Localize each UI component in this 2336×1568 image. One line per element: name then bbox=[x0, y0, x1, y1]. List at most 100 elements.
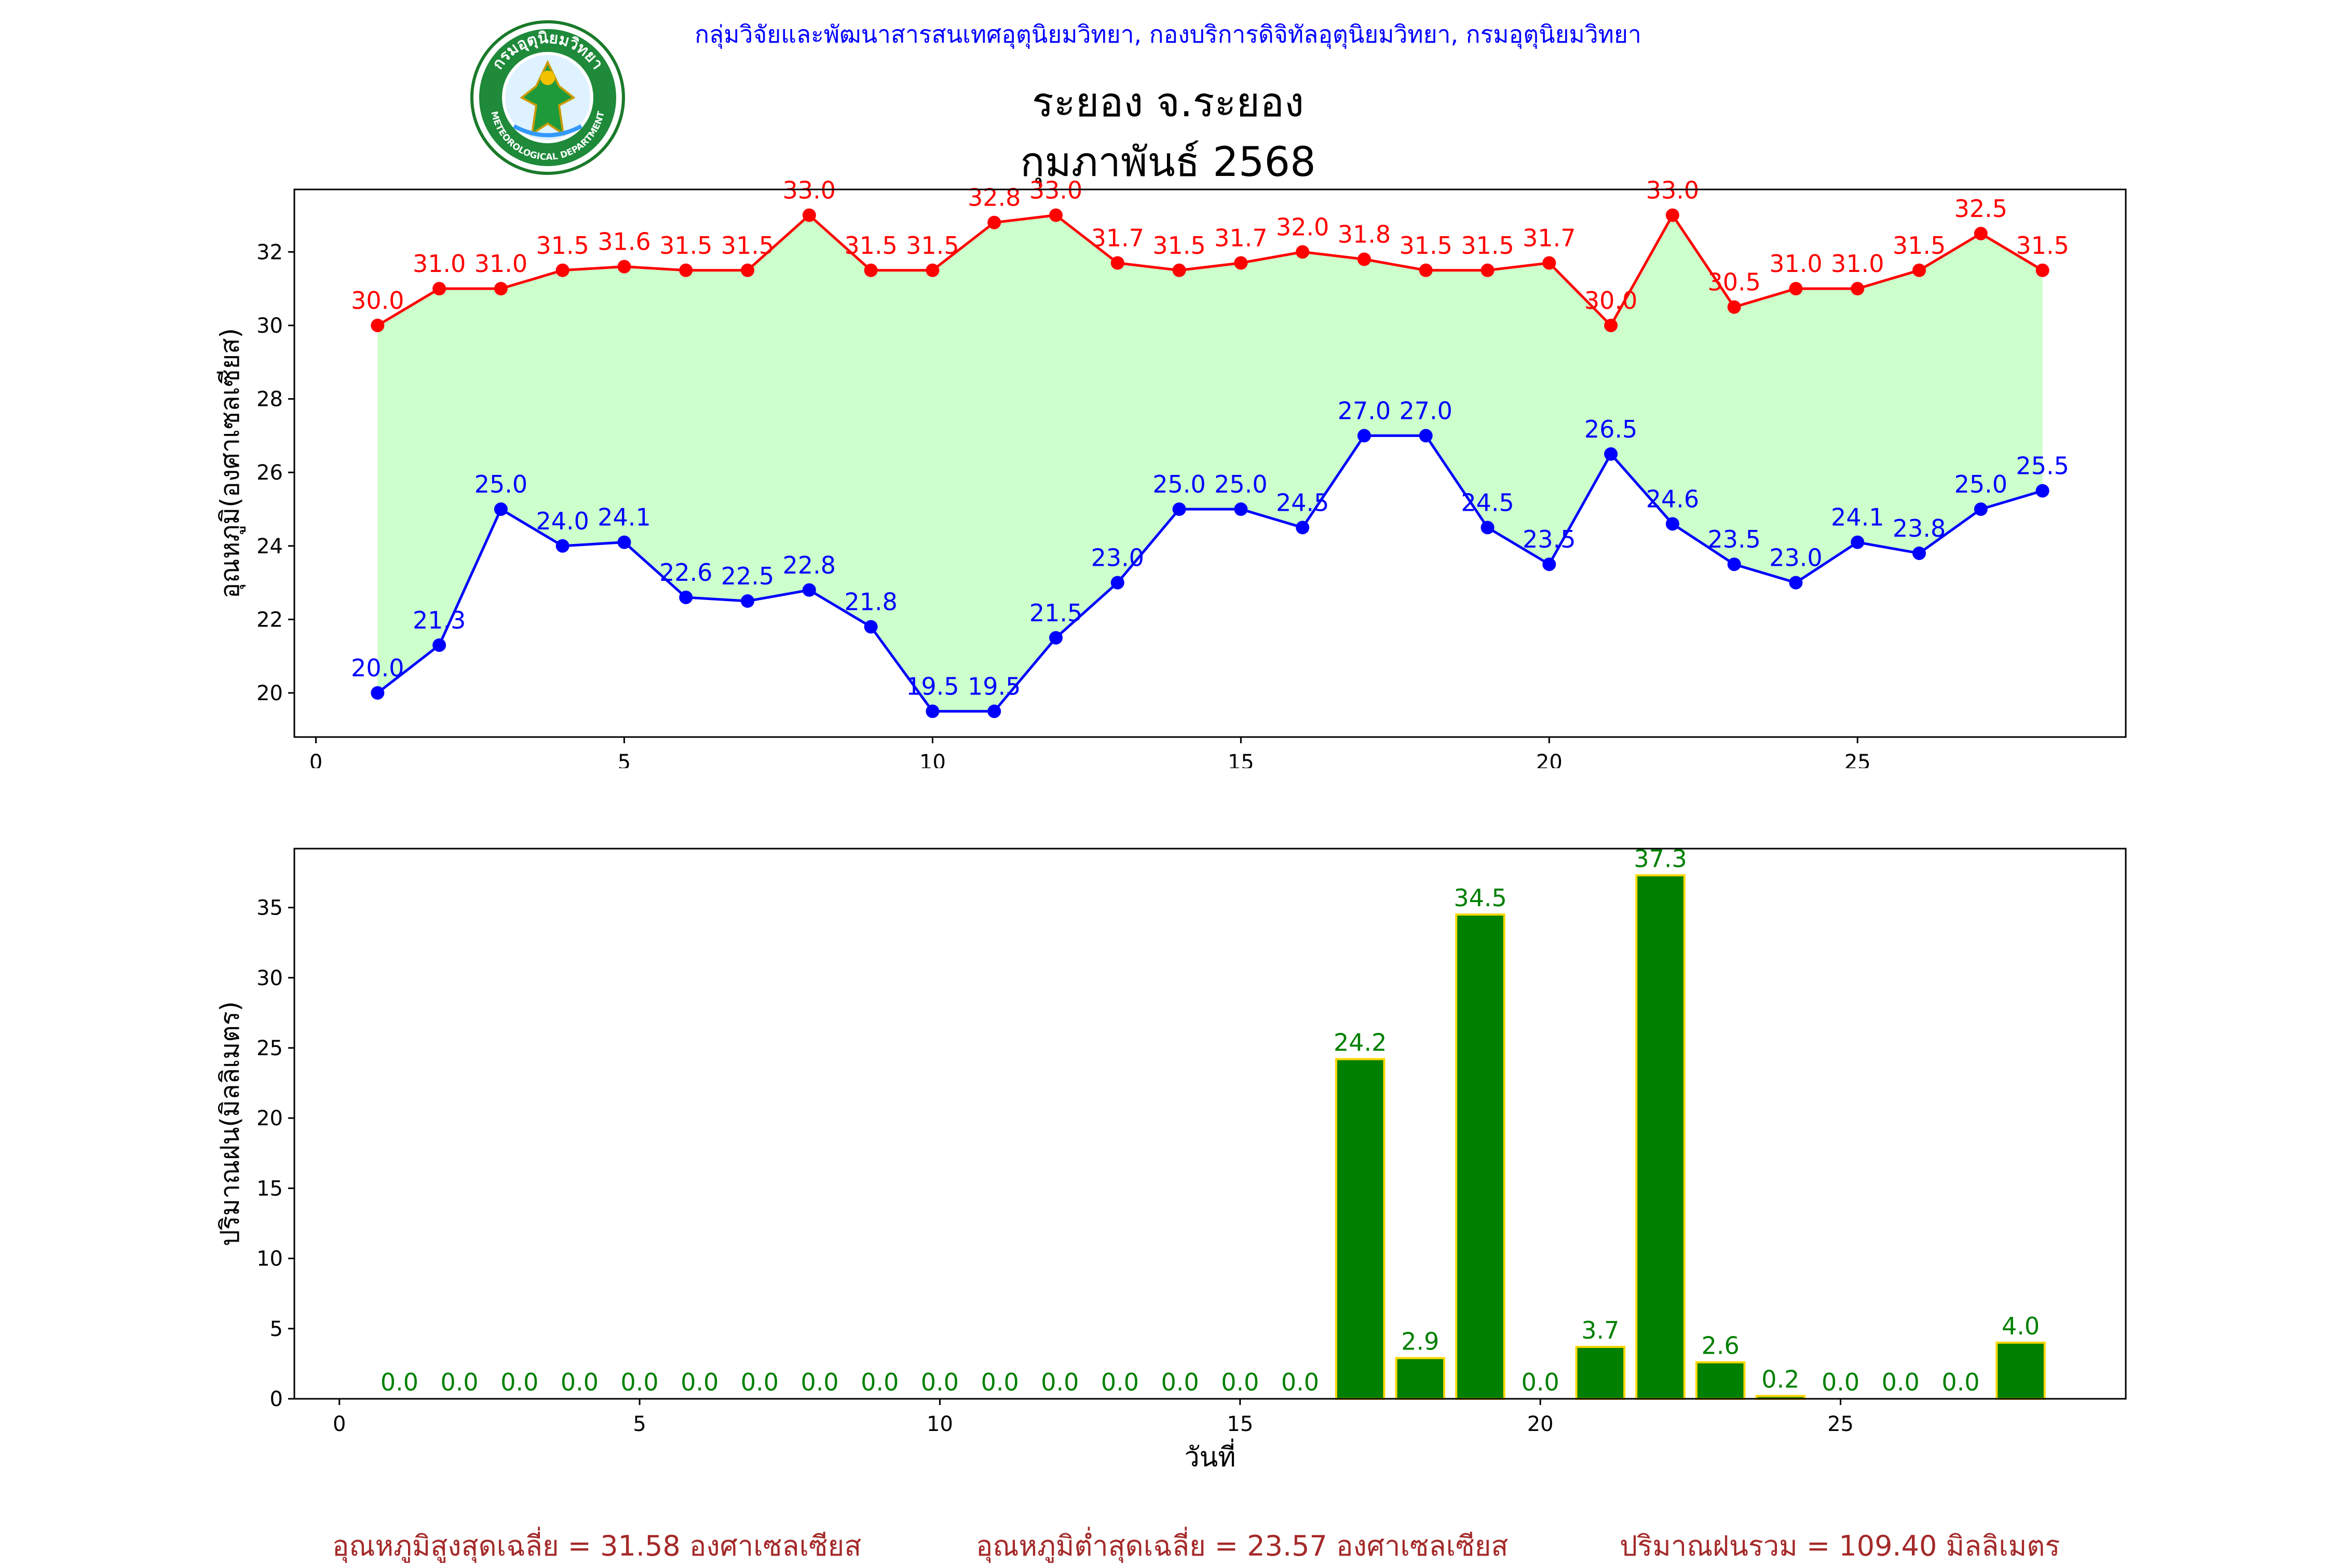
min-temp-label: 24.5 bbox=[1461, 488, 1514, 516]
max-temp-label: 30.0 bbox=[1584, 287, 1637, 315]
rain-value-label: 3.7 bbox=[1581, 1316, 1619, 1344]
max-temp-point bbox=[1542, 256, 1556, 270]
max-temp-point bbox=[617, 260, 631, 274]
y-tick-label: 35 bbox=[256, 896, 283, 920]
min-temp-point bbox=[679, 590, 693, 604]
max-temp-point bbox=[1481, 263, 1495, 277]
min-temp-label: 25.5 bbox=[2016, 452, 2069, 480]
min-temp-point bbox=[1481, 521, 1495, 535]
summary-min-temp: อุณหภูมิต่ำสุดเฉลี่ย = 23.57 องศาเซลเซีย… bbox=[976, 1530, 1509, 1562]
max-temp-line bbox=[377, 212, 2043, 328]
x-tick-label: 5 bbox=[618, 751, 631, 768]
x-tick-label: 10 bbox=[919, 751, 946, 768]
min-temp-label: 24.1 bbox=[1831, 503, 1884, 531]
min-temp-label: 22.5 bbox=[721, 562, 774, 590]
max-temp-label: 31.5 bbox=[721, 231, 774, 260]
rain-value-label: 0.0 bbox=[500, 1368, 538, 1396]
rain-value-label: 0.0 bbox=[1522, 1368, 1559, 1396]
max-temp-point bbox=[1234, 256, 1248, 270]
x-tick-label: 10 bbox=[927, 1412, 953, 1436]
max-temp-label: 32.5 bbox=[1954, 195, 2007, 223]
max-temp-point bbox=[1357, 252, 1371, 266]
max-temp-label: 31.6 bbox=[597, 228, 650, 256]
max-temp-point bbox=[432, 282, 446, 296]
rain-bar bbox=[1395, 1357, 1446, 1400]
rain-value-label: 0.0 bbox=[741, 1368, 779, 1396]
min-temp-point bbox=[1172, 502, 1186, 516]
station-title: ระยอง จ.ระยอง bbox=[1031, 79, 1305, 126]
rain-value-label: 0.0 bbox=[561, 1368, 599, 1396]
max-temp-label: 31.5 bbox=[659, 231, 712, 260]
y-tick-label: 20 bbox=[256, 1107, 283, 1130]
rain-bar bbox=[1335, 1058, 1386, 1400]
rain-value-label: 0.0 bbox=[921, 1368, 959, 1396]
x-tick-label: 20 bbox=[1527, 1412, 1554, 1436]
max-temp-point bbox=[1974, 226, 1988, 240]
x-tick-label: 20 bbox=[1536, 751, 1563, 768]
rain-value-label: 0.0 bbox=[1281, 1368, 1319, 1396]
rain-value-label: 0.0 bbox=[681, 1368, 718, 1396]
max-temp-label: 31.5 bbox=[1893, 231, 1946, 260]
max-temp-label: 31.5 bbox=[1400, 231, 1452, 260]
x-tick-label: 15 bbox=[1228, 751, 1254, 768]
min-temp-label: 22.8 bbox=[783, 551, 836, 579]
max-temp-label: 33.0 bbox=[1029, 176, 1082, 204]
max-temp-label: 30.0 bbox=[351, 287, 404, 315]
max-temp-label: 31.5 bbox=[536, 231, 589, 260]
min-temp-point bbox=[1419, 429, 1433, 443]
max-temp-label: 31.5 bbox=[1461, 231, 1514, 260]
max-temp-point bbox=[2035, 263, 2049, 277]
min-temp-point bbox=[432, 638, 446, 652]
y-tick-label: 10 bbox=[256, 1247, 283, 1271]
max-temp-label: 33.0 bbox=[1646, 176, 1699, 204]
min-temp-label: 24.5 bbox=[1276, 488, 1329, 516]
max-temp-label: 32.0 bbox=[1276, 213, 1329, 241]
max-temp-point bbox=[1912, 263, 1926, 277]
rain-value-label: 0.0 bbox=[1161, 1368, 1199, 1396]
min-temp-label: 23.5 bbox=[1523, 525, 1576, 553]
max-temp-label: 31.7 bbox=[1214, 224, 1267, 252]
min-temp-label: 23.0 bbox=[1769, 544, 1822, 572]
min-temp-label: 25.0 bbox=[474, 470, 527, 498]
y-tick-label: 26 bbox=[256, 461, 283, 485]
min-temp-point bbox=[1789, 576, 1803, 590]
x-axis-label: วันที่ bbox=[1184, 1438, 1235, 1473]
max-temp-label: 31.0 bbox=[1831, 250, 1884, 278]
y-tick-label: 24 bbox=[256, 535, 283, 558]
min-temp-point bbox=[494, 502, 508, 516]
min-temp-point bbox=[1542, 557, 1556, 571]
min-temp-point bbox=[1296, 521, 1310, 535]
min-temp-point bbox=[987, 704, 1001, 718]
min-temp-label: 19.5 bbox=[968, 672, 1021, 700]
min-temp-label: 24.1 bbox=[597, 503, 650, 531]
min-temp-point bbox=[1974, 502, 1988, 516]
rain-value-label: 0.0 bbox=[1041, 1368, 1079, 1396]
agency-header: กลุ่มวิจัยและพัฒนาสารสนเทศอุตุนิยมวิทยา,… bbox=[695, 20, 1641, 48]
min-temp-label: 22.6 bbox=[659, 558, 712, 587]
min-temp-label: 23.5 bbox=[1707, 525, 1760, 553]
y-tick-label: 20 bbox=[256, 681, 283, 705]
y-tick-label: 5 bbox=[270, 1317, 283, 1341]
min-temp-point bbox=[1357, 429, 1371, 443]
rain-value-label: 0.0 bbox=[801, 1368, 839, 1396]
max-temp-point bbox=[1110, 256, 1124, 270]
min-temp-label: 20.0 bbox=[351, 654, 404, 682]
max-temp-point bbox=[1789, 282, 1803, 296]
y-axis-label: ปริมาณฝน(มิลลิเมตร) bbox=[215, 1001, 245, 1246]
y-tick-label: 25 bbox=[256, 1037, 283, 1060]
rain-value-label: 0.0 bbox=[861, 1368, 899, 1396]
max-temp-label: 31.0 bbox=[1769, 250, 1822, 278]
max-temp-point bbox=[1172, 263, 1186, 277]
rainfall-chart: 0 5 10 15 20 25 0 5 10 15 20 25 30 35 ปริมาณฝน(มิลลิเม… bbox=[215, 844, 2127, 1473]
y-tick-label: 32 bbox=[256, 240, 283, 264]
min-temp-label: 26.5 bbox=[1584, 415, 1637, 443]
min-temp-label: 24.6 bbox=[1646, 485, 1699, 513]
min-temp-label: 23.0 bbox=[1091, 544, 1144, 572]
min-temp-label: 24.0 bbox=[536, 507, 589, 535]
max-temp-point bbox=[741, 263, 755, 277]
rain-bar bbox=[1455, 913, 1505, 1400]
min-temp-label: 27.0 bbox=[1338, 397, 1391, 425]
max-temp-point bbox=[1419, 263, 1433, 277]
x-tick-label: 0 bbox=[333, 1412, 346, 1436]
summary-max-temp: อุณหภูมิสูงสุดเฉลี่ย = 31.58 องศาเซลเซีย… bbox=[332, 1530, 862, 1562]
